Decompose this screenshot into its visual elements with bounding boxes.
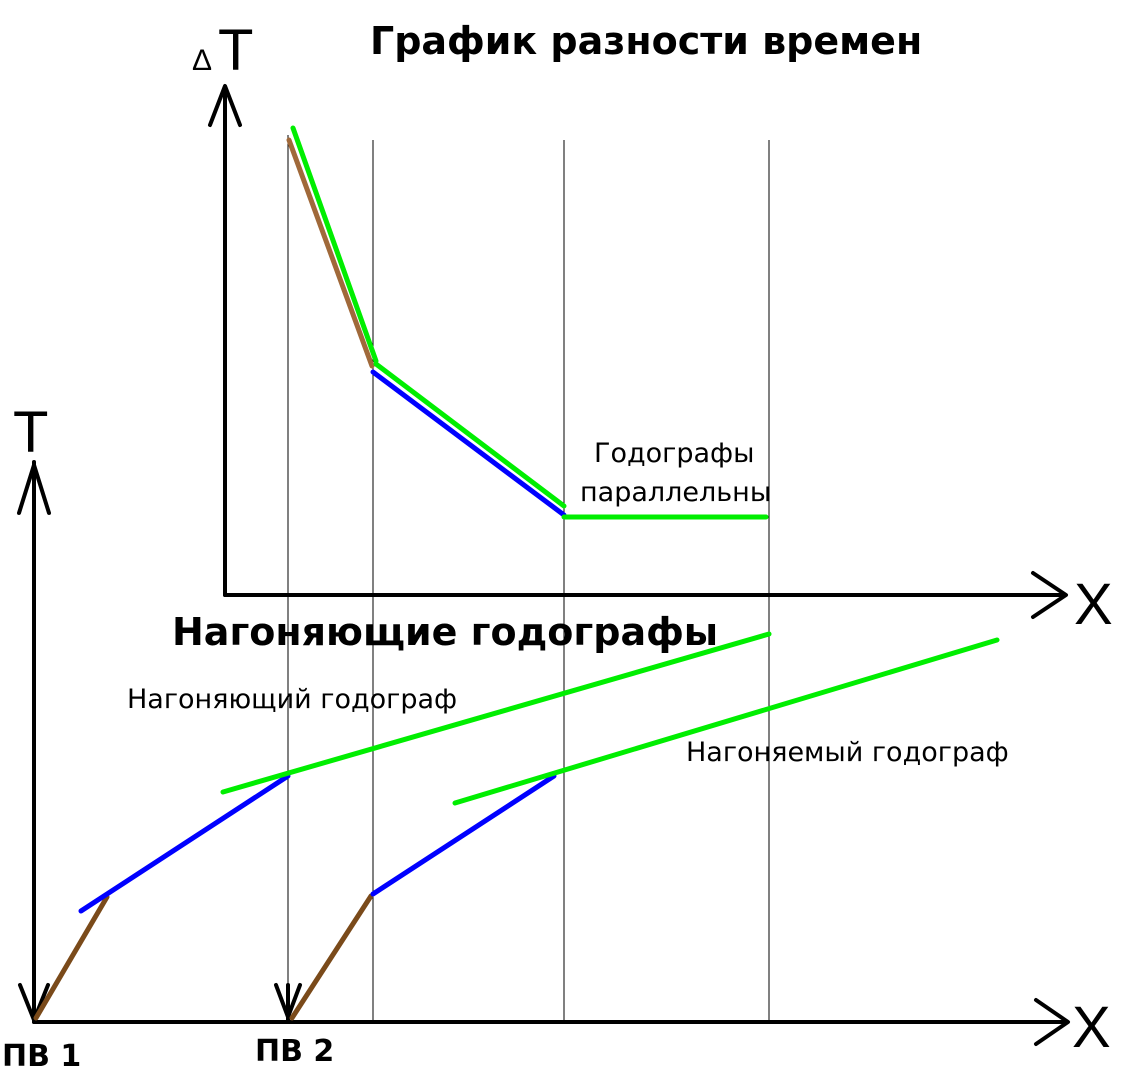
difference-blue-segment [370,369,567,518]
difference-curve [286,125,769,520]
pv1-direct-wave [33,894,110,1021]
top-y-axis-label: T [218,18,253,83]
caught-hodograph-label: Нагоняемый годограф [686,737,1009,768]
hodograph-pv2 [289,637,1000,1021]
difference-green-mid-segment [373,361,567,509]
pv2-refracted-blue [370,773,557,897]
difference-green-steep-segment [290,125,379,364]
top-y-axis-delta: Δ [192,44,212,77]
pv2-direct-wave [289,893,374,1021]
pv1-refracted-green [220,631,772,795]
hodograph-pv1 [33,631,772,1021]
catching-hodograph-label: Нагоняющий годограф [127,684,457,715]
source-1-label: ПВ 1 [2,1039,81,1074]
top-x-axis-arrowhead [1031,571,1068,619]
vertical-guide-lines [287,135,770,1022]
bottom-axes [17,460,1070,1046]
top-x-axis-label: X [1074,572,1113,637]
time-difference-graph: Δ T X График разности времен Годографы п… [192,18,1113,637]
top-axes [208,84,1068,619]
bottom-graph-title: Нагоняющие годографы [172,610,718,654]
parallel-annotation-line1: Годографы [594,438,754,469]
source-2-arrowhead [274,983,302,1019]
pv1-refracted-blue [78,773,291,914]
difference-brown-segment [286,137,375,369]
bottom-x-axis-arrowhead [1034,998,1070,1046]
pv2-refracted-green [452,637,1000,806]
bottom-y-axis-label: T [13,400,48,465]
parallel-annotation-line2: параллельны [580,477,771,508]
top-y-axis-arrowhead [208,84,242,127]
bottom-y-axis-arrowhead [17,463,51,515]
catching-hodographs-graph: T X Нагоняющие годографы Нагоняющий годо… [2,400,1111,1074]
top-graph-title: График разности времен [370,19,922,63]
source-2-label: ПВ 2 [255,1034,334,1069]
bottom-x-axis-label: X [1072,995,1111,1060]
